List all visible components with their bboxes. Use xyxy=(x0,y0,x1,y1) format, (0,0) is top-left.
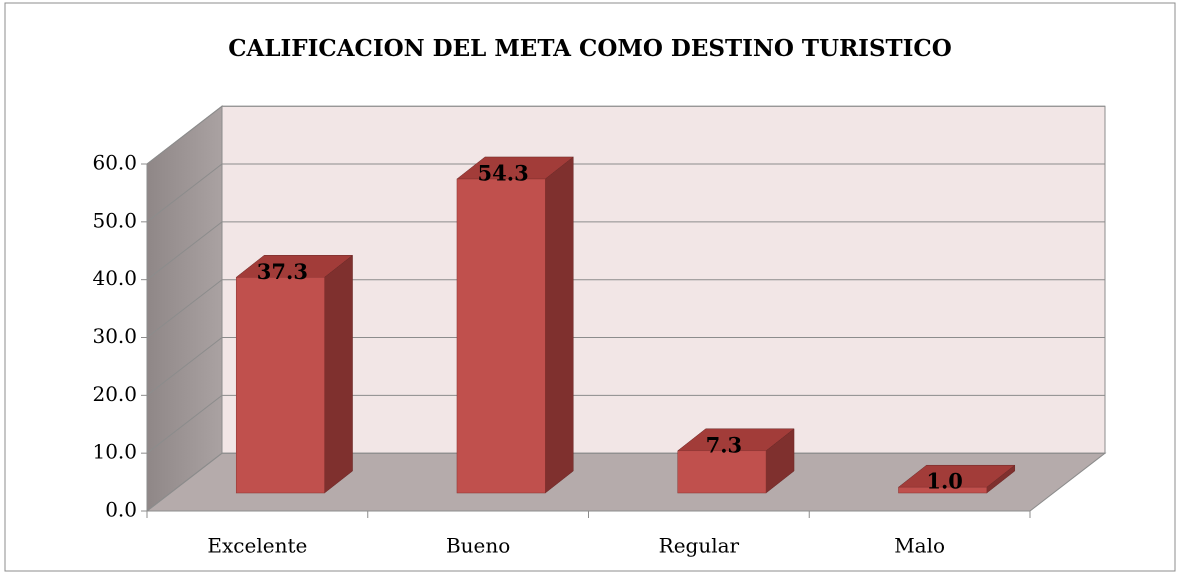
grid-line xyxy=(146,105,1105,165)
x-tick-label: Excelente xyxy=(207,534,307,558)
grid-line xyxy=(146,163,1105,223)
bar xyxy=(677,450,767,494)
bar xyxy=(456,178,546,494)
data-label: 54.3 xyxy=(478,160,529,185)
bar-side xyxy=(545,156,574,494)
y-tick-label: 0.0 xyxy=(105,498,137,522)
y-tick-label: 60.0 xyxy=(92,151,137,175)
grid-line xyxy=(146,452,1105,512)
y-tick-label: 50.0 xyxy=(92,208,137,232)
bar-side xyxy=(324,254,353,494)
x-tick-label: Malo xyxy=(894,534,945,558)
grid-line xyxy=(146,221,1105,281)
chart-title: CALIFICACION DEL META COMO DESTINO TURIS… xyxy=(228,35,952,62)
grid-line xyxy=(146,394,1105,454)
y-tick-label: 20.0 xyxy=(92,382,137,406)
data-label: 1.0 xyxy=(926,469,963,494)
y-tick-label: 10.0 xyxy=(92,440,137,464)
bar xyxy=(235,277,325,494)
y-tick-label: 40.0 xyxy=(92,266,137,290)
y-tick-label: 30.0 xyxy=(92,324,137,348)
data-label: 7.3 xyxy=(706,432,743,457)
grid-line xyxy=(146,337,1105,396)
data-label: 37.3 xyxy=(257,259,308,284)
x-tick-label: Regular xyxy=(659,534,740,558)
bar xyxy=(898,486,988,494)
x-tick-label: Bueno xyxy=(446,534,510,558)
grid-line xyxy=(146,279,1105,338)
